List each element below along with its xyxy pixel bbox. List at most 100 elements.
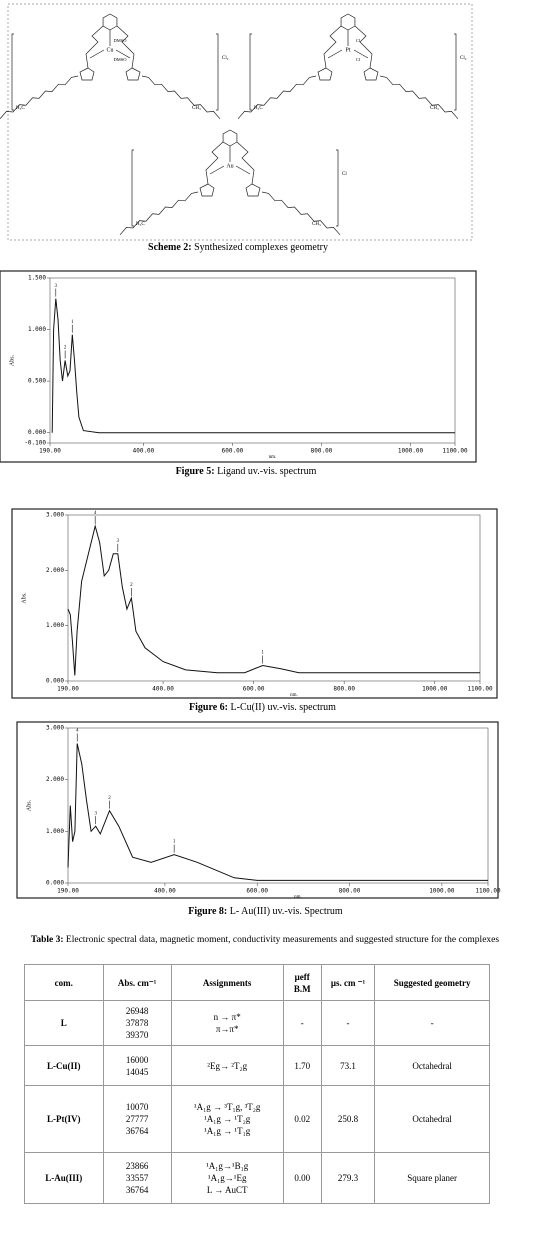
x-tick-label: 600.00 bbox=[222, 448, 244, 455]
y-tick-label: 0.000 bbox=[28, 429, 46, 436]
y-axis-label: Abs. bbox=[21, 592, 27, 604]
y-tick-label: 1.000 bbox=[46, 622, 64, 629]
caption-text: L-Cu(II) uv.-vis. spectrum bbox=[228, 702, 336, 713]
metal-label: Au bbox=[226, 163, 233, 169]
cell-line: 26948 bbox=[125, 1006, 149, 1016]
bond bbox=[0, 75, 79, 120]
header-cell: μeff B.M bbox=[282, 964, 322, 1001]
header-cell: Assignments bbox=[170, 964, 284, 1001]
table-row: L-Cu(II) 16000 14045 ²Eg→ ²T₂g 1.70 73.1 Octah… bbox=[24, 1045, 490, 1086]
x-tick-label: 190.00 bbox=[39, 448, 61, 455]
table-row: L-Au(III) 23866 33557 36764 ¹A₁g→¹B₁g ¹A₁g→¹E… bbox=[24, 1152, 490, 1204]
table-title: Table 3: Electronic spectral data, magne… bbox=[0, 934, 530, 947]
peak-label: 2 bbox=[64, 346, 67, 351]
chain-end: CH₃ bbox=[312, 222, 321, 227]
y-tick-label: 0.500 bbox=[28, 378, 46, 385]
chain-end: H₃C bbox=[136, 222, 145, 227]
bond bbox=[205, 141, 255, 185]
x-axis-label: nm. bbox=[290, 693, 298, 698]
cell-line: - bbox=[346, 1018, 350, 1028]
table-cell: - bbox=[320, 1000, 376, 1046]
table-cell: Octahedral bbox=[374, 1045, 490, 1086]
structure: Pt Cl Cl Cl₂ H₃C CH₃ bbox=[237, 13, 467, 120]
chain-end: CH₃ bbox=[192, 106, 201, 111]
caption-text: L- Au(III) uv.-vis. Spectrum bbox=[227, 906, 343, 917]
table: com. Abs. cm⁻¹ Assignments μeff B.M μs. cm ⁻¹… bbox=[24, 964, 490, 1204]
bond bbox=[379, 75, 459, 120]
spectrum-line bbox=[67, 743, 488, 881]
header-cell: Abs. cm⁻¹ bbox=[102, 964, 172, 1001]
table-cell: 0.00 bbox=[282, 1152, 322, 1204]
peak-label: 3 bbox=[94, 811, 97, 816]
counterion: Cl₂ bbox=[460, 56, 467, 61]
table-cell: L-Cu(II) bbox=[24, 1045, 104, 1086]
cell-line: 36764 bbox=[125, 1126, 149, 1136]
peak-label: 1 bbox=[173, 840, 176, 845]
cell-line: Square planer bbox=[407, 1173, 458, 1183]
table-cell: 10070 27777 36764 bbox=[102, 1085, 172, 1153]
cell-line: 14045 bbox=[125, 1066, 149, 1077]
scheme-caption: Scheme 2: Synthesized complexes geometry bbox=[148, 242, 328, 253]
x-tick-label: 1100.00 bbox=[467, 686, 493, 693]
cell-line: 1.70 bbox=[294, 1060, 311, 1071]
chain-end: H₃C bbox=[16, 106, 25, 111]
bond bbox=[79, 67, 141, 81]
table-cell: - bbox=[282, 1000, 322, 1046]
cell-line: 16000 bbox=[125, 1054, 149, 1065]
cell-line: L-Cu(II) bbox=[47, 1060, 81, 1071]
peak-label: 1 bbox=[71, 320, 74, 325]
cell-line: 36764 bbox=[125, 1185, 149, 1195]
cell-line: 10070 bbox=[125, 1102, 149, 1112]
figure-caption: Figure 5: Ligand uv.-vis. spectrum bbox=[176, 466, 317, 477]
table-cell: ¹A₁g → ³T₁g, ³T₂g ¹A₁g → ¹T₂g ¹A₁g → ¹T₁g bbox=[170, 1085, 284, 1153]
table-cell: 26948 37878 39370 bbox=[102, 1000, 172, 1046]
caption-text: Ligand uv.-vis. spectrum bbox=[215, 466, 317, 477]
bond bbox=[222, 129, 238, 147]
figures-canvas: Scheme 2: Synthesized complexes geometry… bbox=[0, 3, 501, 917]
x-tick-label: 400.00 bbox=[152, 686, 174, 693]
cell-line: com. bbox=[54, 977, 73, 988]
figure-frame bbox=[16, 721, 499, 899]
bond bbox=[102, 13, 118, 31]
bond bbox=[237, 75, 317, 120]
bond bbox=[249, 33, 457, 111]
bond bbox=[209, 146, 251, 175]
y-tick-label: 1.000 bbox=[28, 326, 46, 333]
cell-line: n → π* bbox=[213, 1012, 241, 1022]
y-axis-label: Abs. bbox=[26, 799, 32, 811]
x-tick-label: 400.00 bbox=[133, 448, 155, 455]
cell-line: ¹A₁g→¹Eg bbox=[207, 1173, 247, 1183]
axial-ligand: Cl bbox=[356, 57, 361, 62]
plot-frame bbox=[49, 277, 456, 444]
cell-line: B.M bbox=[293, 983, 311, 994]
table-cell: Square planer bbox=[374, 1152, 490, 1204]
cell-line: - bbox=[430, 1018, 434, 1028]
table-row: L 26948 37878 39370 n → π* π→π* - - - bbox=[24, 1000, 490, 1046]
y-tick-label: 1.500 bbox=[28, 275, 46, 282]
table-cell: ¹A₁g→¹B₁g ¹A₁g→¹Eg L → AuCT bbox=[170, 1152, 284, 1204]
x-tick-label: 800.00 bbox=[333, 686, 355, 693]
y-tick-label: 1.000 bbox=[46, 828, 64, 835]
x-tick-label: 1000.00 bbox=[422, 686, 448, 693]
x-tick-label: 600.00 bbox=[243, 686, 265, 693]
peak-label: 1 bbox=[261, 651, 264, 656]
bond bbox=[317, 67, 379, 81]
axial-ligand: Cl bbox=[356, 38, 361, 43]
cell-line: ¹A₁g → ¹T₁g bbox=[204, 1126, 251, 1136]
x-tick-label: 190.00 bbox=[57, 686, 79, 693]
table-cell: 0.02 bbox=[282, 1085, 322, 1153]
cell-line: 0.02 bbox=[294, 1114, 311, 1124]
chain-end: CH₃ bbox=[430, 106, 439, 111]
scheme-frame bbox=[7, 3, 473, 241]
cell-line: Assignments bbox=[202, 977, 252, 988]
bond bbox=[340, 13, 356, 31]
y-tick-label: 3.000 bbox=[46, 512, 64, 519]
header-row: com. Abs. cm⁻¹ Assignments μeff B.M μs. cm ⁻¹… bbox=[24, 964, 490, 1001]
cell-line: μs. cm ⁻¹ bbox=[330, 977, 366, 988]
x-tick-label: 1100.00 bbox=[442, 448, 468, 455]
cell-line: ¹A₁g → ³T₁g, ³T₂g bbox=[193, 1102, 261, 1112]
cell-line: Suggested geometry bbox=[393, 977, 471, 988]
cell-line: 33557 bbox=[125, 1173, 149, 1183]
